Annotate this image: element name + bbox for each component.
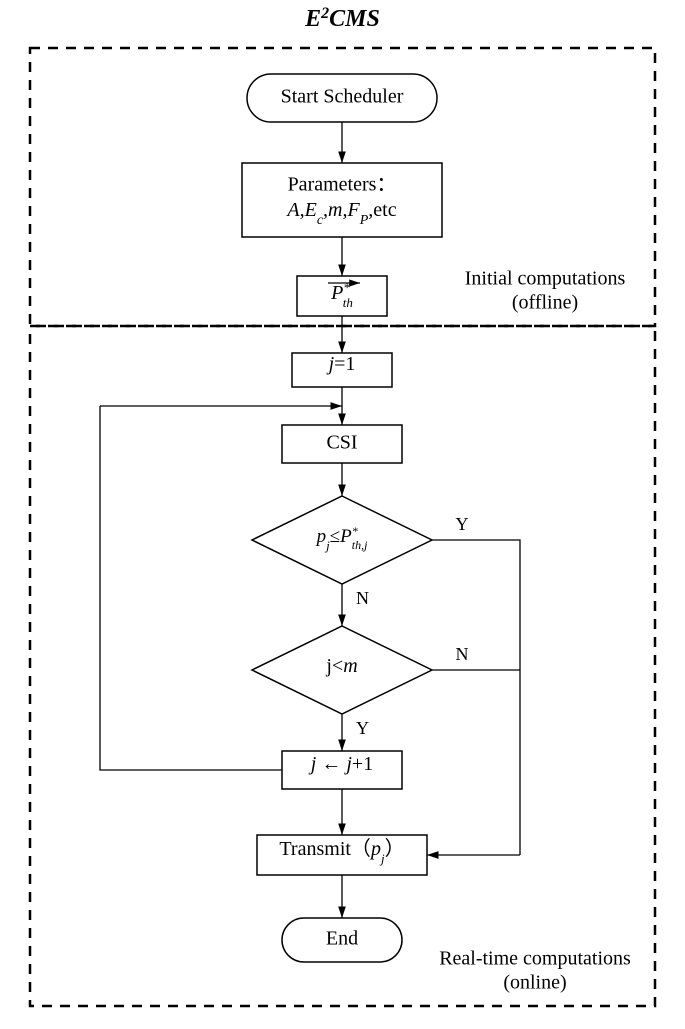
svg-text:Parameters：: Parameters： <box>288 174 397 196</box>
svg-text:Start Scheduler: Start Scheduler <box>281 86 404 108</box>
svg-text:Real-time computations: Real-time computations <box>439 948 631 970</box>
svg-text:j=1: j=1 <box>326 353 356 375</box>
svg-text:Y: Y <box>456 514 469 534</box>
svg-text:Initial computations: Initial computations <box>465 268 626 290</box>
svg-text:E2CMS: E2CMS <box>304 5 380 33</box>
svg-text:(online): (online) <box>503 972 566 994</box>
svg-text:j<m: j<m <box>325 655 357 677</box>
svg-text:CSI: CSI <box>326 432 357 454</box>
svg-text:End: End <box>326 928 358 950</box>
svg-text:Y: Y <box>356 718 369 738</box>
svg-text:N: N <box>456 644 469 664</box>
svg-text:N: N <box>356 588 369 608</box>
svg-text:(offline): (offline) <box>512 292 578 314</box>
svg-text:j ← j+1: j ← j+1 <box>308 753 373 775</box>
